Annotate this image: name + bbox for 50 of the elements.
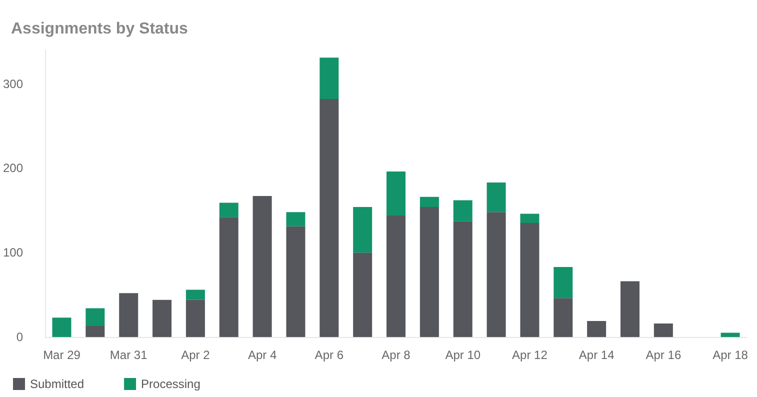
chart-title: Assignments by Status	[11, 20, 188, 38]
bar	[720, 332, 740, 337]
y-tick-label: 100	[2, 246, 24, 260]
bar	[252, 196, 272, 337]
x-tick-label: Apr 18	[712, 348, 748, 362]
bar	[86, 308, 105, 326]
x-tick-label: Mar 31	[110, 348, 148, 362]
legend-label: Submitted	[30, 377, 84, 391]
bar	[386, 172, 406, 216]
bar	[52, 318, 72, 337]
bar	[453, 200, 472, 222]
bar	[520, 223, 540, 337]
x-tick-label: Apr 8	[382, 348, 411, 362]
x-tick-label: Apr 12	[512, 348, 548, 362]
bar	[286, 226, 306, 337]
bar	[353, 252, 372, 337]
bar	[420, 207, 439, 337]
bar	[119, 293, 138, 337]
bar	[554, 266, 573, 298]
bar	[386, 215, 406, 337]
x-tick-label: Apr 2	[181, 348, 210, 362]
x-tick-label: Apr 4	[248, 348, 277, 362]
bar	[420, 196, 439, 208]
bar	[286, 212, 306, 226]
bar	[486, 212, 506, 337]
bar	[453, 221, 472, 337]
x-tick-label: Mar 29	[43, 348, 81, 362]
x-tick-label: Apr 14	[578, 348, 615, 362]
bar	[152, 300, 172, 337]
bar	[320, 98, 339, 337]
x-tick-label: Apr 16	[646, 348, 682, 362]
bar	[219, 217, 238, 337]
y-tick-label: 0	[16, 330, 24, 344]
x-tick-label: Apr 6	[314, 348, 344, 362]
bar	[554, 298, 573, 337]
bar	[353, 207, 372, 253]
bar	[186, 290, 205, 300]
x-tick-label: Apr 10	[445, 348, 481, 362]
legend-label: Processing	[141, 377, 200, 391]
bar	[520, 214, 540, 224]
bar	[219, 202, 238, 218]
bar	[86, 326, 105, 337]
bar	[654, 323, 673, 337]
bar	[486, 182, 506, 212]
y-tick-label: 200	[2, 161, 24, 176]
y-tick-label: 300	[2, 76, 24, 91]
bar	[186, 300, 205, 337]
bar	[320, 58, 339, 99]
bar	[587, 320, 606, 337]
bar	[620, 281, 640, 337]
